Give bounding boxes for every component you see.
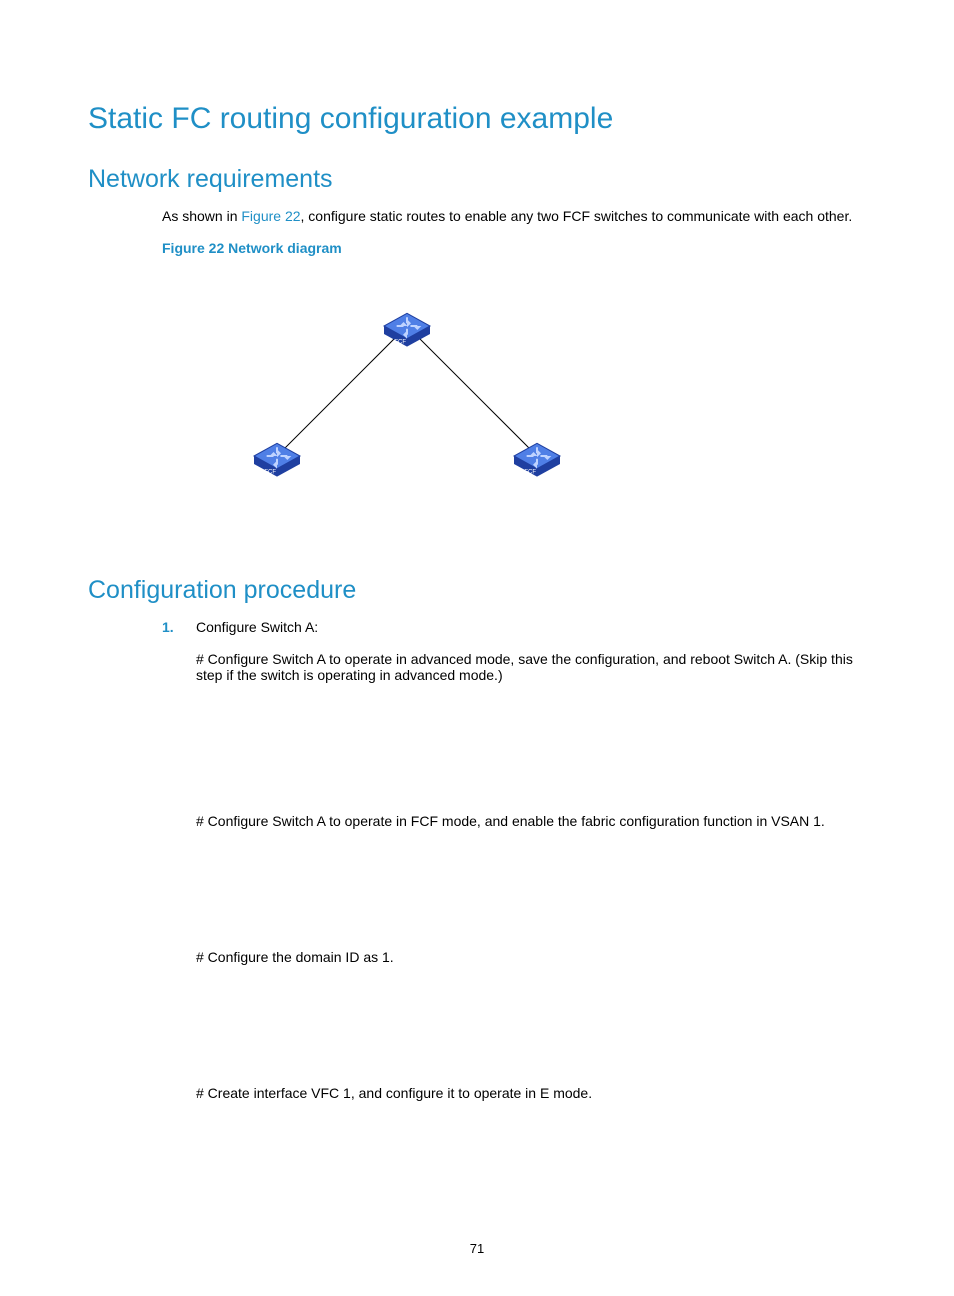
diagram-edge	[277, 326, 407, 456]
diagram-edge	[407, 326, 537, 456]
procedure-item-1: 1. Configure Switch A:	[162, 619, 868, 635]
section-heading-configuration-procedure: Configuration procedure	[88, 576, 868, 605]
network-diagram: FCF FCF FCF	[162, 276, 562, 516]
figure-22-link[interactable]: Figure 22	[241, 208, 300, 224]
switch-node-icon: FCF	[514, 443, 560, 476]
procedure-step: # Configure Switch A to operate in FCF m…	[196, 813, 868, 829]
intro-prefix: As shown in	[162, 208, 241, 224]
procedure-steps: # Configure Switch A to operate in advan…	[88, 651, 868, 1101]
figure-22-caption: Figure 22 Network diagram	[162, 240, 868, 256]
page-content: Static FC routing configuration example …	[88, 0, 868, 1101]
svg-text:FCF: FCF	[394, 339, 406, 345]
procedure-item-1-headline: Configure Switch A:	[196, 619, 868, 635]
svg-text:FCF: FCF	[264, 469, 276, 475]
page-title: Static FC routing configuration example	[88, 102, 868, 137]
page-number: 71	[0, 1241, 954, 1256]
section-heading-network-requirements: Network requirements	[88, 165, 868, 194]
procedure-step: # Configure Switch A to operate in advan…	[196, 651, 868, 683]
svg-text:FCF: FCF	[524, 469, 536, 475]
switch-node-icon: FCF	[254, 443, 300, 476]
intro-suffix: , configure static routes to enable any …	[301, 208, 853, 224]
procedure-step: # Configure the domain ID as 1.	[196, 949, 868, 965]
procedure-step: # Create interface VFC 1, and configure …	[196, 1085, 868, 1101]
list-marker: 1.	[162, 619, 196, 635]
network-requirements-intro: As shown in Figure 22, configure static …	[162, 208, 868, 224]
